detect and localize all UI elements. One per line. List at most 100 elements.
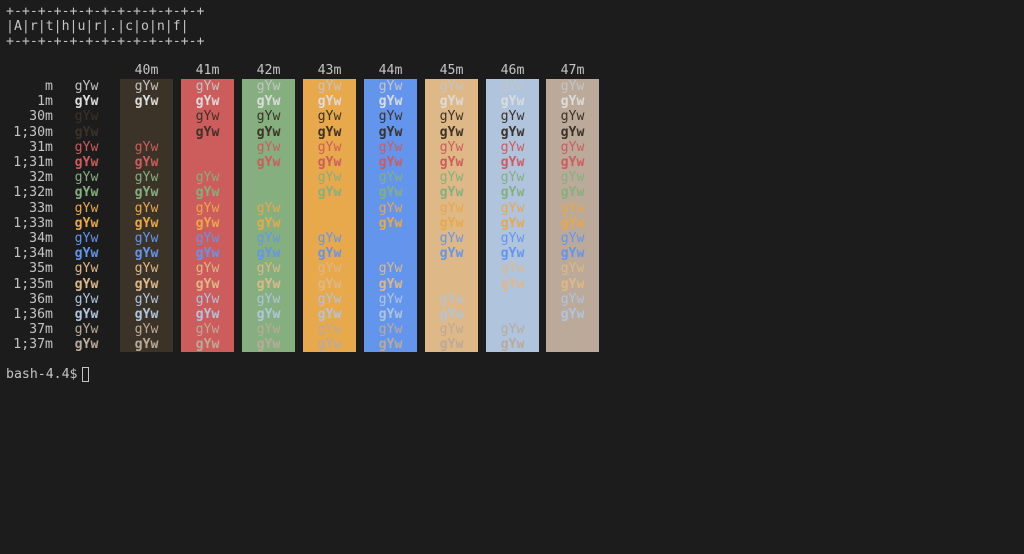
- row-label: 30m: [29, 109, 53, 125]
- shell-prompt: bash-4.4$: [6, 367, 78, 382]
- sample-cell: gYw: [500, 109, 525, 125]
- bg-column-41m: [181, 79, 234, 352]
- sample-cell: gYw: [378, 124, 403, 140]
- sample-cell: gYw: [195, 155, 220, 170]
- sample-cell: gYw: [378, 215, 403, 231]
- sample-cell: gYw: [500, 246, 525, 262]
- sample-cell: gYw: [500, 139, 525, 155]
- bg-column-47m: [546, 79, 599, 352]
- sample-cell: gYw: [560, 307, 585, 322]
- sample-cell: gYw: [195, 261, 220, 277]
- sample-cell: gYw: [439, 276, 464, 292]
- sample-cell: gYw: [195, 139, 220, 155]
- sample-cell: gYw: [439, 185, 464, 201]
- sample-cell: gYw: [560, 124, 585, 140]
- sample-cell: gYw: [439, 337, 464, 353]
- sample-cell: gYw: [256, 322, 281, 338]
- sample-cell: gYw: [378, 94, 403, 110]
- sample-cell: gYw: [560, 200, 585, 216]
- sample-cell: gYw: [256, 231, 281, 246]
- sample-cell: gYw: [134, 185, 159, 201]
- sample-cell: gYw: [195, 94, 220, 110]
- sample-cell: gYw: [134, 231, 159, 246]
- terminal-cursor[interactable]: [82, 367, 89, 382]
- sample-cell: gYw: [500, 231, 525, 246]
- sample-cell: gYw: [317, 215, 342, 231]
- sample-cell: gYw: [317, 276, 342, 292]
- sample-cell: gYw: [560, 231, 585, 246]
- sample-cell: gYw: [195, 337, 220, 353]
- sample-cell: gYw: [500, 185, 525, 201]
- banner-title: |A|r|t|h|u|r|.|c|o|n|f|: [6, 19, 189, 34]
- sample-cell: gYw: [195, 246, 220, 262]
- sample-default-bg: gYw: [74, 200, 99, 216]
- sample-cell: gYw: [317, 307, 342, 322]
- sample-cell: gYw: [378, 322, 403, 338]
- sample-cell: gYw: [256, 291, 281, 307]
- row-label: 36m: [29, 291, 53, 307]
- sample-cell: gYw: [439, 291, 464, 307]
- row-label: 1;36m: [13, 307, 53, 322]
- sample-cell: gYw: [560, 155, 585, 170]
- row-label: 33m: [29, 200, 53, 216]
- row-label: 34m: [29, 231, 53, 246]
- sample-cell: gYw: [378, 337, 403, 353]
- sample-cell: gYw: [560, 79, 585, 94]
- bg-column-40m: [120, 79, 173, 352]
- sample-cell: gYw: [560, 261, 585, 277]
- bg-column-44m: [364, 79, 417, 352]
- sample-cell: gYw: [439, 170, 464, 186]
- row-label: 1;32m: [13, 185, 53, 201]
- bg-header-47m: 47m: [560, 63, 585, 78]
- sample-cell: gYw: [560, 94, 585, 110]
- row-label: 1;37m: [13, 337, 53, 353]
- sample-cell: gYw: [560, 215, 585, 231]
- bg-header-45m: 45m: [439, 63, 464, 78]
- sample-default-bg: gYw: [74, 155, 99, 170]
- sample-cell: gYw: [134, 200, 159, 216]
- sample-cell: gYw: [256, 246, 281, 262]
- sample-cell: gYw: [134, 261, 159, 277]
- sample-cell: gYw: [378, 185, 403, 201]
- sample-cell: gYw: [378, 109, 403, 125]
- sample-cell: gYw: [500, 200, 525, 216]
- bg-header-46m: 46m: [500, 63, 525, 78]
- sample-default-bg: gYw: [74, 322, 99, 338]
- sample-cell: gYw: [195, 276, 220, 292]
- sample-default-bg: gYw: [74, 139, 99, 155]
- sample-cell: gYw: [256, 109, 281, 125]
- sample-cell: gYw: [560, 109, 585, 125]
- sample-cell: gYw: [134, 276, 159, 292]
- bg-column-42m: [242, 79, 295, 352]
- sample-cell: gYw: [500, 94, 525, 110]
- sample-cell: gYw: [256, 124, 281, 140]
- bg-column-45m: [425, 79, 478, 352]
- sample-default-bg: gYw: [74, 261, 99, 277]
- banner-bottom: +-+-+-+-+-+-+-+-+-+-+-+-+: [6, 34, 205, 49]
- sample-cell: gYw: [560, 276, 585, 292]
- row-label: 1;35m: [13, 276, 53, 292]
- sample-cell: gYw: [317, 155, 342, 170]
- sample-cell: gYw: [134, 155, 159, 170]
- sample-cell: gYw: [439, 215, 464, 231]
- sample-cell: gYw: [560, 139, 585, 155]
- sample-cell: gYw: [134, 139, 159, 155]
- sample-cell: gYw: [378, 231, 403, 246]
- sample-default-bg: gYw: [74, 79, 99, 94]
- sample-cell: gYw: [500, 291, 525, 307]
- row-label: 1;34m: [13, 246, 53, 262]
- sample-cell: gYw: [256, 276, 281, 292]
- sample-cell: gYw: [317, 231, 342, 246]
- sample-cell: gYw: [195, 231, 220, 246]
- sample-cell: gYw: [439, 124, 464, 140]
- sample-cell: gYw: [560, 185, 585, 201]
- sample-cell: gYw: [256, 185, 281, 201]
- sample-cell: gYw: [134, 322, 159, 338]
- sample-cell: gYw: [439, 79, 464, 94]
- bg-header-41m: 41m: [195, 63, 220, 78]
- sample-cell: gYw: [195, 185, 220, 201]
- bg-header-42m: 42m: [256, 63, 281, 78]
- row-label: 31m: [29, 139, 53, 155]
- sample-cell: gYw: [317, 200, 342, 216]
- sample-default-bg: gYw: [74, 276, 99, 292]
